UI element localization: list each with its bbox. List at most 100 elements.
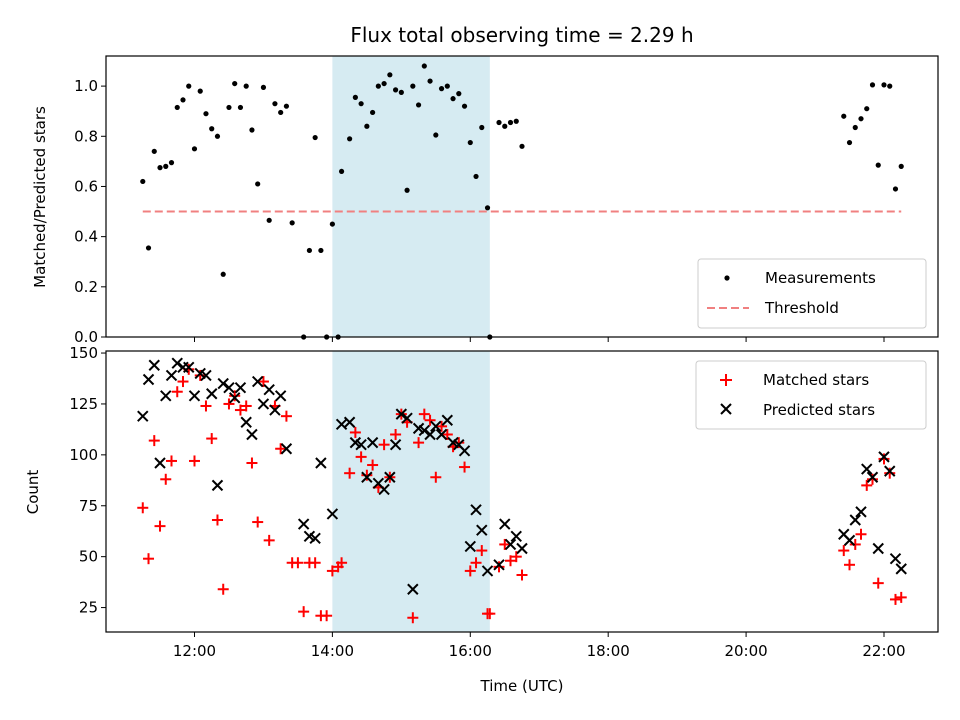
top-highlight-span [332, 56, 490, 337]
y-tick-label: 25 [79, 599, 98, 617]
bottom-legend: Matched stars Predicted stars [695, 360, 927, 430]
predicted-star-point [481, 565, 494, 577]
predicted-star-point [137, 410, 149, 422]
y-tick-label: 0.4 [74, 228, 98, 246]
matched-star-point [367, 459, 379, 471]
measurement-point [392, 87, 399, 93]
measurement-point [203, 111, 209, 117]
measurement-point [881, 82, 887, 88]
y-tick-label: 1.0 [74, 77, 98, 95]
measurement-point [502, 123, 508, 129]
matched-star-point [895, 591, 907, 603]
matched-star-point [493, 561, 505, 573]
predicted-star-point [188, 390, 201, 402]
measurement-point [846, 139, 853, 146]
predicted-star-point [424, 428, 436, 441]
matched-star-point [418, 408, 430, 420]
chart-title: Flux total observing time = 2.29 h [350, 23, 693, 47]
predicted-star-point [229, 392, 241, 404]
predicted-star-point [165, 369, 178, 382]
matched-star-point [217, 583, 229, 595]
measurement-point [387, 72, 393, 78]
legend-measurement-marker [724, 275, 730, 281]
matched-star-point [257, 376, 269, 388]
predicted-star-point [251, 375, 264, 388]
predicted-star-point [407, 583, 419, 595]
predicted-star-point [895, 563, 907, 575]
measurement-point [381, 80, 387, 87]
measurement-point [318, 247, 324, 254]
matched-star-point [321, 610, 333, 622]
measurement-point [220, 271, 226, 277]
y-tick-label: 0.0 [74, 328, 98, 346]
matched-star-point [344, 467, 356, 479]
matched-star-point [171, 386, 183, 398]
bottom-axes-frame [105, 350, 939, 633]
predicted-star-point [257, 398, 270, 410]
x-tick-label: 14:00 [311, 642, 354, 660]
top-legend-box [697, 258, 927, 329]
x-tick-label: 20:00 [724, 642, 767, 660]
matched-star-point [872, 577, 884, 589]
measurement-point [433, 132, 439, 138]
measurement-point [174, 104, 180, 111]
predicted-star-point [441, 414, 454, 426]
matched-star-point [177, 376, 189, 388]
y-tick-label: 0.8 [74, 127, 98, 145]
measurement-point [145, 245, 152, 251]
measurement-point [338, 168, 345, 175]
predicted-star-point [211, 479, 224, 492]
predicted-star-point [246, 428, 258, 441]
measurement-point [375, 83, 381, 89]
predicted-star-point [206, 388, 218, 400]
x-tick-label: 18:00 [587, 642, 630, 660]
measurement-point [852, 124, 858, 131]
matched-star-point [499, 538, 511, 550]
matched-star-point [424, 414, 436, 426]
y-tick-label: 150 [69, 344, 98, 362]
predicted-star-point [355, 438, 367, 451]
predicted-star-point [366, 436, 379, 449]
bottom-y-axis-label: Count [24, 470, 42, 515]
measurement-point [306, 247, 313, 254]
measurement-point [255, 181, 261, 187]
matched-star-point [211, 514, 223, 526]
measurement-point [410, 83, 416, 89]
matched-star-point [861, 479, 873, 491]
y-tick-label: 0.6 [74, 177, 98, 195]
predicted-star-point [171, 357, 183, 369]
matched-star-point [280, 410, 292, 422]
measurement-point [467, 139, 473, 146]
predicted-star-point [148, 359, 160, 371]
matched-star-point [154, 520, 166, 532]
measurement-point [415, 102, 422, 108]
measurement-point [197, 88, 203, 94]
measurement-point [237, 104, 244, 111]
predicted-star-point [458, 445, 471, 457]
measurement-point [289, 220, 295, 226]
predicted-star-point [510, 530, 522, 543]
matched-star-point [137, 502, 149, 514]
matched-star-point [336, 557, 348, 569]
measurement-point [191, 146, 198, 152]
predicted-star-point [297, 518, 310, 530]
legend-matched-label: Matched stars [763, 371, 869, 389]
bottom-legend-box [695, 360, 927, 430]
x-tick-label: 16:00 [449, 642, 492, 660]
bottom-y-ticks: 25 50 75 100 125 150 [69, 344, 106, 617]
measurement-point [370, 109, 376, 116]
measurement-point [347, 136, 353, 142]
measurement-point [272, 101, 278, 107]
predicted-star-point [142, 373, 155, 386]
predicted-star-point [309, 532, 321, 545]
legend-measurements-label: Measurements [765, 269, 876, 287]
measurement-point [456, 91, 462, 97]
matched-star-point [326, 565, 338, 577]
matched-star-point [206, 433, 218, 445]
matched-star-point [459, 461, 471, 473]
matched-star-point [200, 400, 212, 412]
bottom-highlight-span [332, 351, 490, 632]
predicted-star-point [861, 463, 873, 475]
matched-star-point [510, 551, 522, 563]
